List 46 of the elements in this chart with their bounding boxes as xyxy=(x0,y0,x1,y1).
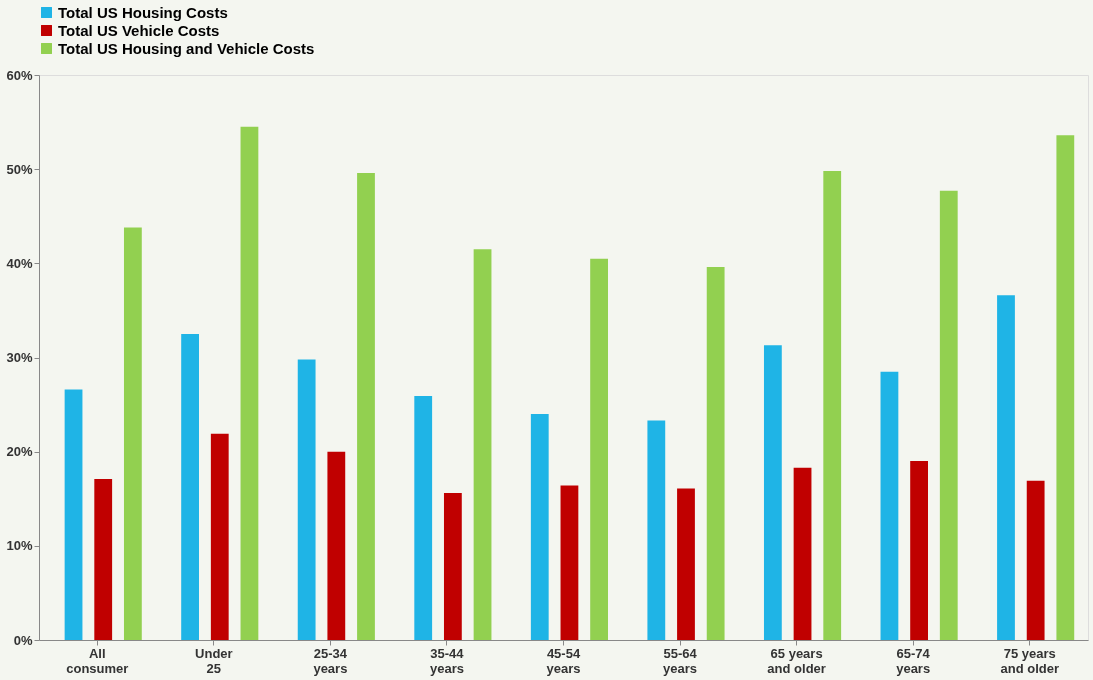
y-tick-label: 50% xyxy=(6,161,33,177)
bar xyxy=(793,467,812,640)
bar xyxy=(1026,480,1045,640)
x-tick-label: All consumer xyxy=(66,645,129,676)
bar xyxy=(210,433,229,640)
x-tick-label: 65 years and older xyxy=(767,645,826,676)
x-tick-label: 55-64 years xyxy=(663,645,698,676)
x-tick-label: 75 years and older xyxy=(1000,645,1059,676)
bar xyxy=(123,227,142,640)
bar xyxy=(357,172,375,640)
bar xyxy=(240,126,259,640)
bar xyxy=(181,333,199,640)
x-tick-label: Under 25 xyxy=(195,645,233,676)
x-tick-label: 45-54 years xyxy=(546,645,581,676)
bar xyxy=(530,414,549,640)
bar xyxy=(880,371,899,640)
bar xyxy=(94,478,113,640)
x-tick-label: 65-74 years xyxy=(896,645,931,676)
bar xyxy=(763,345,782,640)
bar xyxy=(590,258,608,640)
bar xyxy=(647,420,666,640)
bar xyxy=(473,249,492,640)
legend-label: Total US Housing and Vehicle Costs xyxy=(58,39,315,57)
y-tick-label: 20% xyxy=(6,444,33,460)
x-tick-label: 35-44 years xyxy=(429,645,465,676)
bar xyxy=(910,461,928,640)
legend-label: Total US Housing Costs xyxy=(58,3,228,21)
bar xyxy=(560,485,579,640)
x-tick-label: 25-34 years xyxy=(313,645,348,676)
bar xyxy=(677,488,695,640)
y-tick-label: 30% xyxy=(6,350,33,365)
bar xyxy=(443,493,462,640)
y-tick-label: 10% xyxy=(6,538,33,554)
bar xyxy=(939,190,958,640)
bar xyxy=(1056,135,1075,640)
legend-label: Total US Vehicle Costs xyxy=(58,21,220,39)
bar xyxy=(297,359,316,640)
bar xyxy=(706,267,725,640)
bar xyxy=(997,295,1015,640)
y-tick-label: 60% xyxy=(6,67,33,83)
bar xyxy=(823,171,842,640)
bar xyxy=(64,389,83,640)
bar xyxy=(414,396,433,640)
bar xyxy=(327,451,346,640)
y-tick-label: 40% xyxy=(6,255,33,271)
y-tick-label: 0% xyxy=(13,632,33,648)
